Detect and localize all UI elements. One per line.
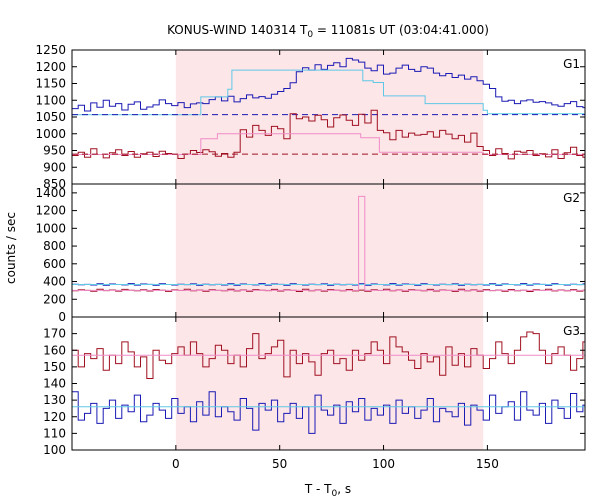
y-tick-label: 1000 [35,127,66,141]
highlight-band [175,317,484,450]
panel-plot-area [72,331,585,434]
panel-plot-area [72,57,585,160]
highlight-band [175,50,484,184]
panel-g2: 0 200 400 600 800 1000 1200 1400 G2 [35,183,586,324]
series-blue-counts [72,391,585,434]
chart-title: KONUS-WIND 140314 T0 = 11081s UT (03:04:… [167,23,489,40]
highlight-band [175,184,484,317]
y-tick-label: 160 [43,343,66,357]
y-tick-label: 900 [43,160,66,174]
y-tick-label: 1150 [35,77,66,91]
y-tick-label: 150 [43,360,66,374]
y-tick-label: 1250 [35,43,66,57]
series-red-counts [72,109,585,160]
x-tick-label: 0 [172,457,180,471]
y-tick-label: 950 [43,144,66,158]
panel-label: G2 [563,191,580,205]
panel-label: G1 [563,57,580,71]
panels-group: 850900950100010501100115012001250G102004… [35,43,586,471]
y-tick-label: 850 [43,177,66,191]
series-cyan-fit [72,69,585,116]
x-axis-label: T - T0, s [304,482,351,499]
panel-label: G3 [563,324,580,338]
y-tick-label: 800 [43,239,66,253]
y-tick-label: 140 [43,377,66,391]
y-tick-label: 1200 [35,60,66,74]
x-tick-label: 100 [372,457,395,471]
series-pink-fit [72,195,585,291]
y-tick-label: 1100 [35,93,66,107]
series-red-counts [72,331,585,379]
x-tick-label: 50 [272,457,287,471]
y-tick-label: 1000 [35,221,66,235]
y-tick-label: 120 [43,410,66,424]
y-tick-label: 110 [43,426,66,440]
x-tick-label: 150 [476,457,499,471]
y-tick-label: 400 [43,275,66,289]
y-tick-label: 1050 [35,110,66,124]
y-tick-label: 100 [43,443,66,457]
series-pink-fit [72,133,585,155]
panel-g1: 850 900 950 1000 1050 1100 1150 1200 1250 G1 [35,43,586,191]
y-axis-label: counts / sec [4,212,18,284]
y-tick-label: 0 [58,310,66,324]
y-tick-label: 1400 [35,186,66,200]
y-tick-label: 130 [43,393,66,407]
y-tick-label: 1200 [35,204,66,218]
series-blue-counts [72,57,585,112]
y-tick-label: 170 [43,327,66,341]
y-tick-label: 200 [43,292,66,306]
panel-g3: 100 110 120 130 140 150 160 170 G3 [43,316,586,457]
y-tick-label: 600 [43,257,66,271]
panel-plot-area [72,195,585,292]
